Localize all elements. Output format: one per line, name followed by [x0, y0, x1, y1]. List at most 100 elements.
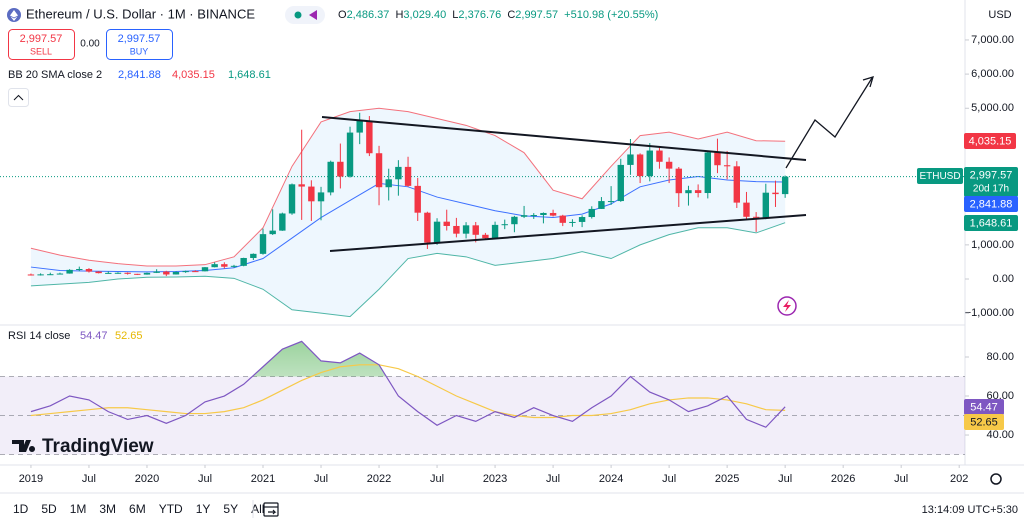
candle-body	[366, 120, 373, 154]
candle-body	[723, 165, 731, 167]
y-tick-label: 6,000.00	[971, 68, 1014, 80]
candle-body	[511, 216, 518, 225]
x-tick-label: Jul	[894, 473, 908, 485]
x-tick-label: Jul	[662, 473, 676, 485]
rsi-tag-label: 54.47	[970, 401, 998, 413]
candle-body	[781, 176, 789, 195]
clock[interactable]: 13:14:09 UTC+5:30	[922, 504, 1018, 516]
candle-body	[443, 221, 450, 226]
timeframe-button[interactable]: 6M	[129, 502, 146, 516]
timeframe-button[interactable]: 5D	[41, 502, 57, 516]
candle-body	[327, 161, 334, 193]
y-tick-label: 40.00	[986, 429, 1014, 441]
candle-body	[192, 271, 199, 273]
candle-body	[66, 269, 73, 274]
candle-body	[540, 212, 547, 216]
candle-body	[288, 184, 296, 214]
countdown: 20d 17h	[973, 184, 1009, 195]
rsi-legend[interactable]: RSI 14 close	[8, 330, 70, 342]
candle-body	[240, 257, 247, 266]
candle-body	[482, 234, 489, 239]
ohlc-key: O	[338, 9, 347, 21]
candle-body	[375, 153, 383, 188]
candle-body	[317, 192, 325, 202]
timeframe-button[interactable]: 1M	[70, 502, 87, 516]
candle-body	[134, 273, 141, 275]
indicator-legend[interactable]: BB 20 SMA close 2	[8, 69, 102, 81]
timeframe-button[interactable]: 1Y	[196, 502, 211, 516]
ohlc-key: C	[507, 9, 515, 21]
candle-body	[114, 272, 122, 274]
candle-body	[588, 208, 595, 218]
sell-button[interactable]	[8, 29, 75, 60]
candle-body	[56, 273, 64, 275]
candle-body	[143, 272, 151, 275]
brand-logo: TradingView	[12, 436, 154, 457]
ohlc-value: 2,486.37	[347, 9, 390, 21]
candle-body	[501, 224, 508, 226]
timeframe-button[interactable]: 3M	[99, 502, 116, 516]
candle-body	[675, 168, 682, 194]
candle-body	[124, 272, 131, 274]
candle-body	[549, 212, 557, 216]
candle-body	[491, 224, 499, 239]
x-tick-label: 2020	[135, 473, 159, 485]
candle-body	[230, 265, 238, 267]
candle-body	[105, 272, 112, 274]
candle-body	[47, 274, 54, 276]
symbol-title[interactable]: Ethereum / U.S. Dollar · 1M · BINANCE	[26, 6, 255, 21]
x-tick-label: Jul	[546, 473, 560, 485]
candle-body	[772, 192, 779, 195]
rsi-pane	[0, 340, 965, 456]
y-tick-label: 60.00	[986, 390, 1014, 402]
indicator-value: 4,035.15	[172, 69, 215, 81]
timeframe-button[interactable]: 1D	[13, 502, 29, 516]
x-tick-label: Jul	[314, 473, 328, 485]
rsi-ma-tag-label: 52.65	[970, 416, 998, 428]
candle-body	[656, 150, 663, 162]
timeframe-button[interactable]: YTD	[159, 502, 183, 516]
currency[interactable]: USD	[988, 9, 1011, 21]
candle-body	[37, 274, 44, 276]
y-tick-label: −1,000.00	[965, 307, 1014, 319]
toggle-dot	[294, 11, 302, 19]
candle-body	[694, 190, 702, 194]
change: +510.98 (+20.55%)	[564, 9, 658, 21]
rsi-ma-tag	[964, 414, 1004, 430]
ohlc-value: 2,997.57	[515, 9, 558, 21]
candle-body	[404, 166, 412, 186]
candle-body	[346, 132, 354, 177]
timeframe-button[interactable]: All	[251, 502, 264, 516]
x-tick-label: 2022	[367, 473, 391, 485]
drawings	[321, 76, 874, 252]
candle-body	[298, 184, 305, 187]
date-range-icon[interactable]	[263, 502, 279, 517]
candle-body	[269, 230, 276, 235]
rsi-line	[30, 364, 786, 419]
candle-body	[646, 150, 653, 177]
candle-body	[27, 274, 35, 276]
candle-body	[685, 190, 692, 194]
candle-body	[704, 152, 711, 194]
x-tick-label: Jul	[430, 473, 444, 485]
settings-icon[interactable]	[990, 473, 1002, 485]
buy-button[interactable]	[106, 29, 173, 60]
ohlc-key: L	[452, 9, 458, 21]
lightning-icon[interactable]	[777, 296, 797, 316]
x-tick-label: Jul	[82, 473, 96, 485]
buy-label: BUY	[130, 46, 149, 56]
y-tick-label: 5,000.00	[971, 102, 1014, 114]
candle-body	[520, 215, 528, 217]
symbol-logo-glyph	[10, 10, 18, 21]
x-tick-label: 202	[950, 473, 968, 485]
trendline	[329, 214, 807, 252]
candle-body	[559, 215, 566, 223]
timeframe-button[interactable]: 5Y	[223, 502, 238, 516]
candle-body	[172, 271, 180, 275]
indicator-toggle[interactable]	[285, 6, 325, 24]
collapse-button[interactable]	[8, 88, 29, 107]
x-tick-label: Jul	[778, 473, 792, 485]
ohlc-key: H	[395, 9, 403, 21]
y-tick-label: 0.00	[993, 273, 1014, 285]
